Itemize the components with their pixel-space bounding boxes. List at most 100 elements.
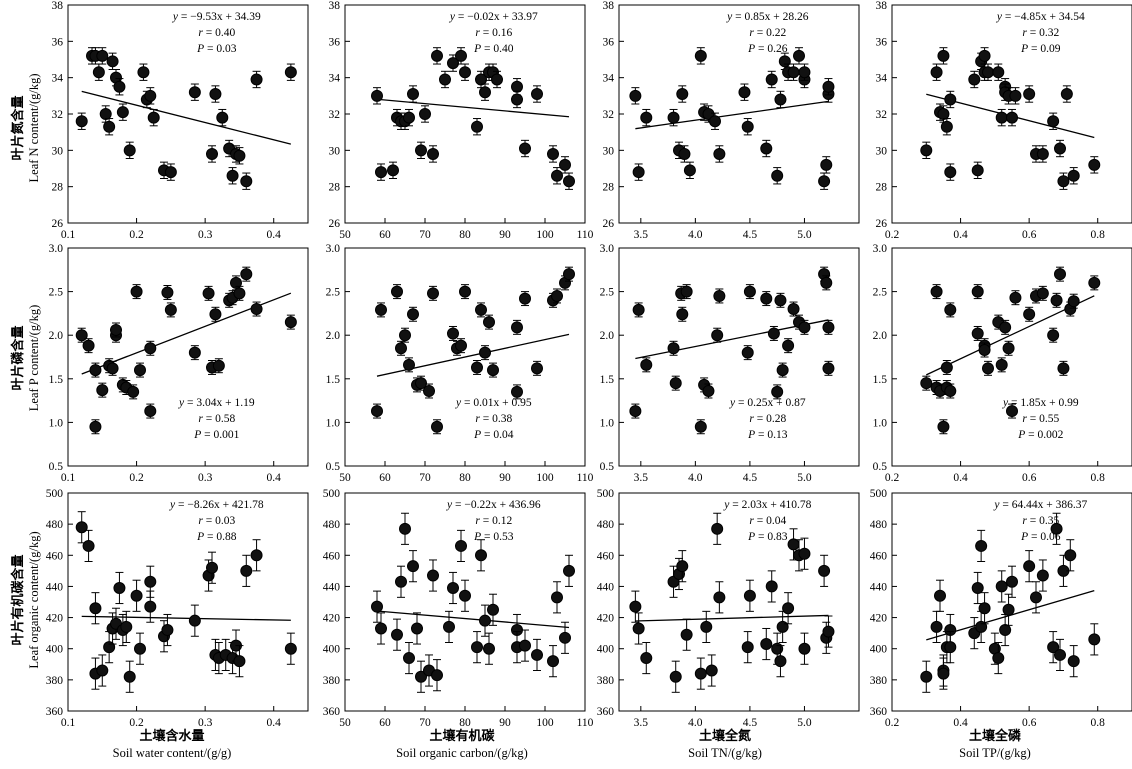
- data-point: [376, 304, 387, 315]
- data-point: [799, 643, 810, 654]
- data-point: [428, 288, 439, 299]
- data-point: [938, 668, 949, 679]
- y-tick-label: 2.0: [326, 330, 341, 342]
- y-tick-label: 440: [46, 581, 64, 593]
- data-point: [768, 328, 779, 339]
- regression-annotation: y = 0.85x + 28.26: [726, 11, 809, 23]
- regression-annotation: r = 0.22: [749, 27, 786, 39]
- data-point: [552, 170, 563, 181]
- x-tick-label: 0.3: [198, 472, 213, 484]
- data-point: [772, 643, 783, 654]
- x-tick-label: 0.2: [129, 229, 144, 241]
- y-tick-label: 420: [870, 613, 888, 625]
- y-tick-label: 38: [52, 0, 64, 12]
- data-point: [742, 642, 753, 653]
- y-tick-label: 32: [603, 109, 615, 121]
- data-point: [993, 653, 1004, 664]
- data-point: [135, 365, 146, 376]
- data-point: [138, 67, 149, 78]
- data-point: [512, 94, 523, 105]
- regression-annotation: r = 0.55: [1022, 413, 1059, 425]
- y-tick-label: 2.5: [326, 287, 341, 299]
- data-point: [1003, 343, 1014, 354]
- data-point: [779, 56, 790, 67]
- data-point: [823, 626, 834, 637]
- y-tick-label: 3.0: [49, 243, 64, 255]
- data-point: [1000, 322, 1011, 333]
- y-tick-label: 400: [597, 644, 615, 656]
- y-tick-label: 32: [329, 109, 341, 121]
- data-point: [97, 665, 108, 676]
- data-point: [1089, 277, 1100, 288]
- data-point: [448, 582, 459, 593]
- row-label-en: Leaf P content/(g/kg): [27, 305, 41, 411]
- data-point: [548, 656, 559, 667]
- x-tick-label: 110: [577, 717, 594, 729]
- x-tick-label: 0.2: [129, 472, 144, 484]
- data-point: [444, 621, 455, 632]
- col-label-en: Soil water content/(g/g): [113, 746, 232, 760]
- data-point: [969, 74, 980, 85]
- data-point: [996, 112, 1007, 123]
- data-point: [76, 522, 87, 533]
- y-tick-label: 420: [597, 613, 615, 625]
- y-tick-label: 1.0: [600, 417, 615, 429]
- data-point: [983, 67, 994, 78]
- data-point: [772, 170, 783, 181]
- data-point: [677, 89, 688, 100]
- y-tick-label: 400: [323, 644, 341, 656]
- x-tick-label: 100: [536, 472, 554, 484]
- y-tick-label: 460: [870, 550, 888, 562]
- regression-annotation: P = 0.88: [196, 531, 237, 543]
- y-tick-label: 500: [870, 488, 888, 500]
- y-tick-label: 34: [603, 73, 615, 85]
- data-point: [114, 81, 125, 92]
- data-point: [460, 286, 471, 297]
- data-point: [145, 601, 156, 612]
- data-point: [972, 328, 983, 339]
- data-point: [945, 642, 956, 653]
- data-point: [679, 148, 690, 159]
- regression-annotation: r = 0.38: [475, 413, 512, 425]
- data-point: [131, 590, 142, 601]
- y-tick-label: 380: [870, 675, 888, 687]
- x-tick-label: 90: [499, 717, 511, 729]
- data-point: [783, 603, 794, 614]
- y-tick-label: 36: [603, 36, 615, 48]
- row-label-en: Leaf N content/(g/kg): [27, 74, 41, 183]
- data-point: [480, 615, 491, 626]
- data-point: [788, 304, 799, 315]
- data-point: [633, 167, 644, 178]
- data-point: [408, 89, 419, 100]
- data-point: [761, 639, 772, 650]
- data-point: [703, 386, 714, 397]
- data-point: [979, 603, 990, 614]
- x-tick-label: 100: [536, 229, 554, 241]
- data-point: [1003, 604, 1014, 615]
- x-tick-label: 50: [339, 472, 351, 484]
- y-tick-label: 36: [329, 36, 341, 48]
- data-point: [532, 89, 543, 100]
- regression-annotation: y = 1.85x + 0.99: [1002, 397, 1079, 409]
- data-point: [512, 386, 523, 397]
- regression-annotation: P = 0.001: [193, 429, 239, 441]
- regression-annotation: r = 0.12: [475, 515, 512, 527]
- data-point: [440, 74, 451, 85]
- data-point: [484, 643, 495, 654]
- y-tick-label: 2.0: [49, 330, 64, 342]
- data-point: [744, 590, 755, 601]
- y-tick-label: 380: [597, 675, 615, 687]
- x-tick-label: 90: [499, 472, 511, 484]
- x-tick-label: 0.3: [198, 717, 213, 729]
- data-point: [114, 582, 125, 593]
- x-tick-label: 5.0: [797, 472, 812, 484]
- plot-frame: [68, 248, 308, 466]
- data-point: [372, 406, 383, 417]
- y-tick-label: 420: [323, 613, 341, 625]
- data-point: [492, 74, 503, 85]
- x-tick-label: 110: [577, 229, 594, 241]
